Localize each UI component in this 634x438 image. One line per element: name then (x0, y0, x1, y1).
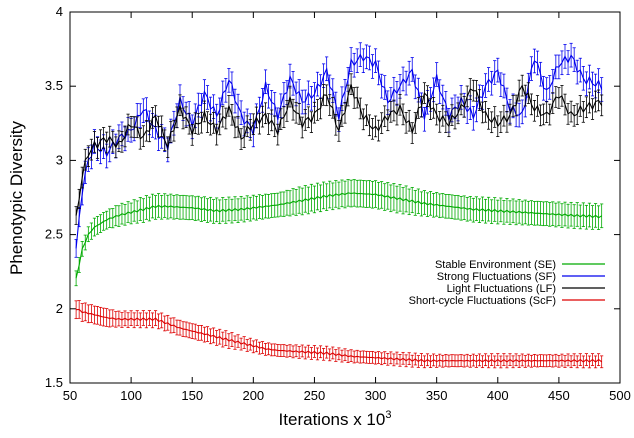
legend-label: Light Fluctuations (LF) (447, 283, 556, 295)
x-tick-label: 400 (487, 388, 509, 403)
y-tick-label: 3 (56, 152, 63, 167)
x-tick-label: 250 (304, 388, 326, 403)
series-0 (74, 179, 604, 287)
y-axis-title: Phenotypic Diversity (7, 121, 26, 276)
y-tick-label: 2 (56, 301, 63, 316)
series-line (76, 308, 603, 363)
x-tick-label: 200 (242, 388, 264, 403)
series-line (75, 192, 602, 279)
x-tick-label: 350 (426, 388, 448, 403)
x-tick-label: 500 (609, 388, 631, 403)
x-axis-title-exponent: 3 (385, 409, 391, 421)
plot-frame (69, 11, 621, 384)
series-3 (74, 300, 604, 369)
x-tick-label: 150 (181, 388, 203, 403)
y-tick-label: 3.5 (45, 78, 63, 93)
x-tick-label: 450 (548, 388, 570, 403)
series-layer (74, 42, 604, 369)
y-tick-label: 1.5 (45, 375, 63, 390)
legend-label: Strong Fluctuations (SF) (437, 271, 556, 283)
x-axis-title: Iterations x 103 (279, 409, 392, 429)
x-tick-label: 300 (365, 388, 387, 403)
series-line (75, 84, 603, 216)
legend-label: Stable Environment (SE) (435, 259, 556, 271)
series-2 (74, 73, 604, 225)
x-tick-label: 100 (120, 388, 142, 403)
legend: Stable Environment (SE)Strong Fluctuatio… (409, 259, 605, 307)
y-tick-label: 2.5 (45, 227, 63, 242)
x-axis-title-text: Iterations x 10 (279, 410, 386, 429)
y-tick-label: 4 (56, 4, 63, 19)
legend-label: Short-cycle Fluctuations (ScF) (409, 295, 556, 307)
x-tick-label: 50 (63, 388, 77, 403)
series-1 (74, 42, 604, 258)
axis-ticks: 50 100 150 200 250 300 350 400 450 500 1.5 2 2.5 3 3.5… (45, 4, 631, 403)
series-line (75, 53, 603, 249)
